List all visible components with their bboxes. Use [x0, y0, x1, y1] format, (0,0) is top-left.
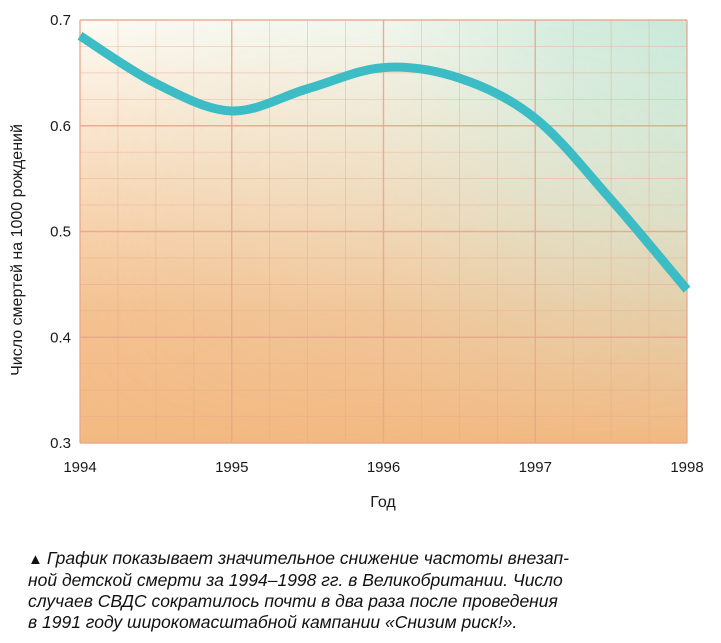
y-tick-label: 0.3: [50, 435, 71, 452]
x-tick-label: 1996: [367, 459, 400, 476]
x-axis-label: Год: [370, 494, 396, 511]
caption-text-1: График показывает значительное снижение …: [46, 548, 569, 568]
series-line-1: [77, 32, 691, 293]
x-tick-label: 1997: [519, 459, 552, 476]
figure-caption: ▲ График показывает значительное снижение…: [28, 548, 708, 633]
y-tick-label: 0.7: [50, 12, 71, 29]
y-axis-ticks: 0.3 0.4 0.5 0.6 0.7: [50, 12, 71, 452]
series-layer: [77, 32, 691, 293]
caption-line-2: ной детской смерти за 1994–1998 гг. в Ве…: [28, 570, 563, 590]
y-tick-label: 0.6: [50, 118, 71, 135]
x-tick-label: 1994: [63, 459, 96, 476]
caption-line-3: случаев СВДС сократилось почти в два раз…: [28, 591, 558, 611]
y-axis-label: Число смертей на 1000 рождений: [9, 124, 26, 376]
caption-line-1: ▲ График показывает значительное снижение…: [28, 548, 708, 570]
y-tick-label: 0.5: [50, 224, 71, 241]
grid: [79, 19, 688, 444]
x-tick-label: 1998: [670, 459, 703, 476]
caption-line-4: в 1991 году широкомасштабной кампании «С…: [28, 612, 518, 632]
y-tick-label: 0.4: [50, 329, 71, 346]
triangle-marker-icon: ▲: [28, 551, 43, 568]
x-axis-ticks: 1994 1995 1996 1997 1998: [63, 459, 703, 476]
x-tick-label: 1995: [215, 459, 248, 476]
